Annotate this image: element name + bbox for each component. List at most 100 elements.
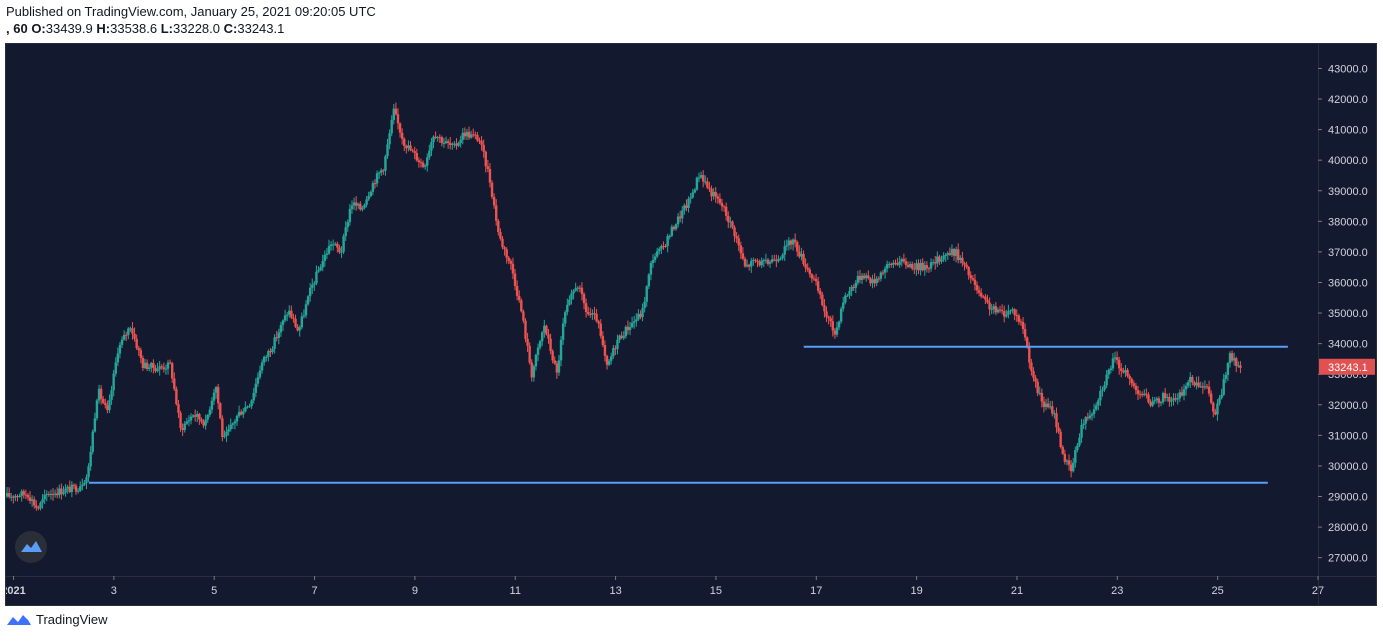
candle-body [97, 388, 101, 401]
candle-body [1032, 370, 1035, 378]
candle-body [1063, 453, 1067, 462]
candle-body [145, 362, 149, 369]
candle-body [842, 302, 845, 309]
candle-body [624, 326, 628, 337]
candle-body [1028, 347, 1031, 363]
candle-body [1163, 393, 1167, 399]
candle-body [793, 239, 797, 243]
candle-body [409, 145, 412, 151]
candle-body [1224, 374, 1228, 380]
candle-body [911, 264, 914, 269]
candle-body [187, 420, 191, 422]
candle-body [635, 319, 638, 322]
candle-body [704, 181, 707, 183]
candle-body [1101, 389, 1104, 391]
candle-body [1040, 392, 1044, 402]
candle-body [610, 356, 613, 361]
price-tick-label: 34000.0 [1328, 339, 1368, 351]
candle-body [770, 259, 774, 263]
candle-body [415, 152, 418, 161]
candle-body [39, 502, 42, 509]
interval-label: , 60 [6, 21, 28, 36]
time-tick-label: 9 [412, 585, 418, 597]
candlestick-chart[interactable]: 27000.0 28000.0 29000.0 30000.0 31000.0 32000… [6, 44, 1376, 605]
candle-body [83, 482, 86, 485]
low-value: 33228.0 [173, 21, 221, 36]
candle-body [647, 274, 651, 287]
candle-body [438, 137, 441, 139]
candle-body [944, 254, 947, 256]
candle-body [1109, 368, 1113, 371]
time-tick-label: 19 [910, 585, 922, 597]
candle-body [371, 183, 375, 192]
candle-body [564, 312, 567, 324]
candle-body [898, 261, 901, 265]
candle-body [547, 334, 550, 339]
candle-body [664, 246, 667, 248]
candle-body [752, 259, 755, 261]
candle-body [829, 318, 832, 322]
candle-body [653, 256, 657, 261]
price-tick-label: 27000.0 [1328, 553, 1368, 565]
candle-body [697, 177, 701, 179]
candle-body [743, 258, 747, 267]
candle-body [177, 404, 180, 413]
candle-body [896, 263, 899, 265]
high-label: H: [96, 21, 111, 36]
candle-body [582, 294, 586, 304]
candle-body [1017, 315, 1021, 322]
candle-body [219, 403, 222, 419]
candle-body [33, 499, 36, 506]
candle-body [1140, 394, 1144, 396]
candle-body [1057, 427, 1060, 432]
candle-body [722, 206, 726, 208]
candle-body [735, 236, 738, 239]
candle-body [570, 293, 573, 300]
tradingview-cloud-icon [15, 531, 47, 563]
candle-body [396, 114, 400, 124]
candle-body [526, 338, 529, 346]
candle-body [505, 249, 508, 258]
candle-body [917, 263, 920, 271]
candle-body [637, 313, 640, 320]
candle-body [327, 245, 331, 254]
candle-body [720, 203, 724, 207]
candle-body [927, 268, 931, 270]
candle-body [1149, 402, 1152, 406]
candle-body [292, 317, 295, 319]
candle-body [589, 313, 592, 315]
candle-body [630, 322, 634, 328]
candle-body [1195, 382, 1198, 386]
open-value: 33439.9 [45, 21, 93, 36]
chart-area[interactable]: 27000.0 28000.0 29000.0 30000.0 31000.0 32000… [5, 43, 1377, 606]
candle-body [430, 142, 433, 151]
candle-body [114, 362, 117, 374]
candle-body [281, 320, 285, 325]
candle-body [810, 274, 814, 279]
candle-body [557, 360, 561, 373]
candle-body [492, 196, 496, 206]
candle-body [252, 392, 255, 401]
candle-body [1034, 377, 1037, 382]
candle-body [1147, 394, 1150, 403]
candle-body [160, 366, 163, 368]
candle-body [1009, 310, 1012, 312]
candle-body [796, 242, 799, 252]
candle-body [1124, 370, 1127, 373]
candle-body [683, 205, 686, 211]
candle-body [14, 495, 17, 498]
candle-body [641, 308, 644, 318]
candle-body [957, 249, 960, 261]
time-tick-label: 11 [510, 585, 521, 597]
candle-body [973, 279, 977, 285]
candle-body [156, 369, 159, 372]
candle-body [122, 334, 126, 340]
candle-body [365, 199, 368, 205]
candle-body [143, 362, 147, 368]
candle-body [890, 263, 893, 265]
candle-body [135, 338, 138, 349]
candle-body [191, 415, 195, 417]
candle-body [511, 263, 515, 274]
candle-body [1218, 397, 1221, 404]
price-tick-label: 36000.0 [1328, 277, 1368, 289]
